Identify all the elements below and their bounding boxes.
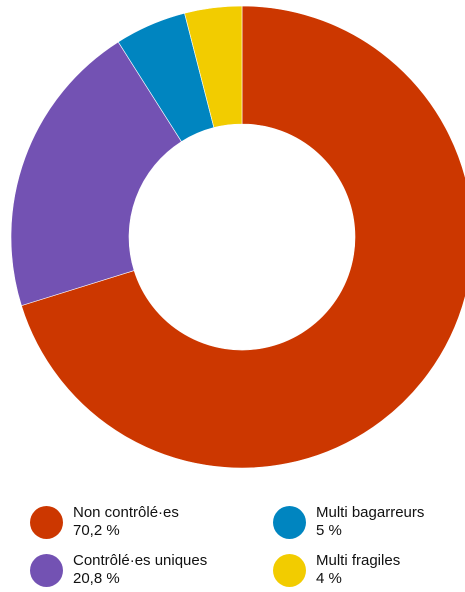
legend-value-controles-uniques: 20,8 % — [73, 570, 120, 587]
legend-swatch-multi-bagarreurs — [273, 505, 306, 539]
legend-item-non-controles: Non contrôlé·es 70,2 % — [30, 504, 179, 540]
legend-value-non-controles: 70,2 % — [73, 522, 120, 539]
legend-swatch-non-controles — [30, 505, 63, 539]
legend-label-multi-bagarreurs: Multi bagarreurs — [316, 504, 425, 521]
donut-slice-controles-uniques — [10, 41, 182, 306]
legend-swatch-multi-fragiles — [273, 553, 306, 587]
legend-label-non-controles: Non contrôlé·es — [73, 504, 179, 521]
legend-item-controles-uniques: Contrôlé·es uniques 20,8 % — [30, 552, 207, 588]
donut-chart-svg — [10, 5, 465, 469]
chart-legend: Non contrôlé·es 70,2 % Contrôlé·es uniqu… — [0, 498, 465, 592]
legend-label-multi-fragiles: Multi fragiles — [316, 552, 401, 569]
legend-item-multi-fragiles: Multi fragiles 4 % — [273, 552, 400, 588]
donut-slice-non-controles — [21, 5, 465, 469]
donut-slice-multi-fragiles — [184, 5, 243, 128]
legend-swatch-controles-uniques — [30, 553, 63, 587]
legend-value-multi-bagarreurs: 5 % — [316, 522, 342, 539]
legend-value-multi-fragiles: 4 % — [316, 570, 342, 587]
legend-label-controles-uniques: Contrôlé·es uniques — [73, 552, 208, 569]
legend-item-multi-bagarreurs: Multi bagarreurs 5 % — [273, 504, 424, 540]
